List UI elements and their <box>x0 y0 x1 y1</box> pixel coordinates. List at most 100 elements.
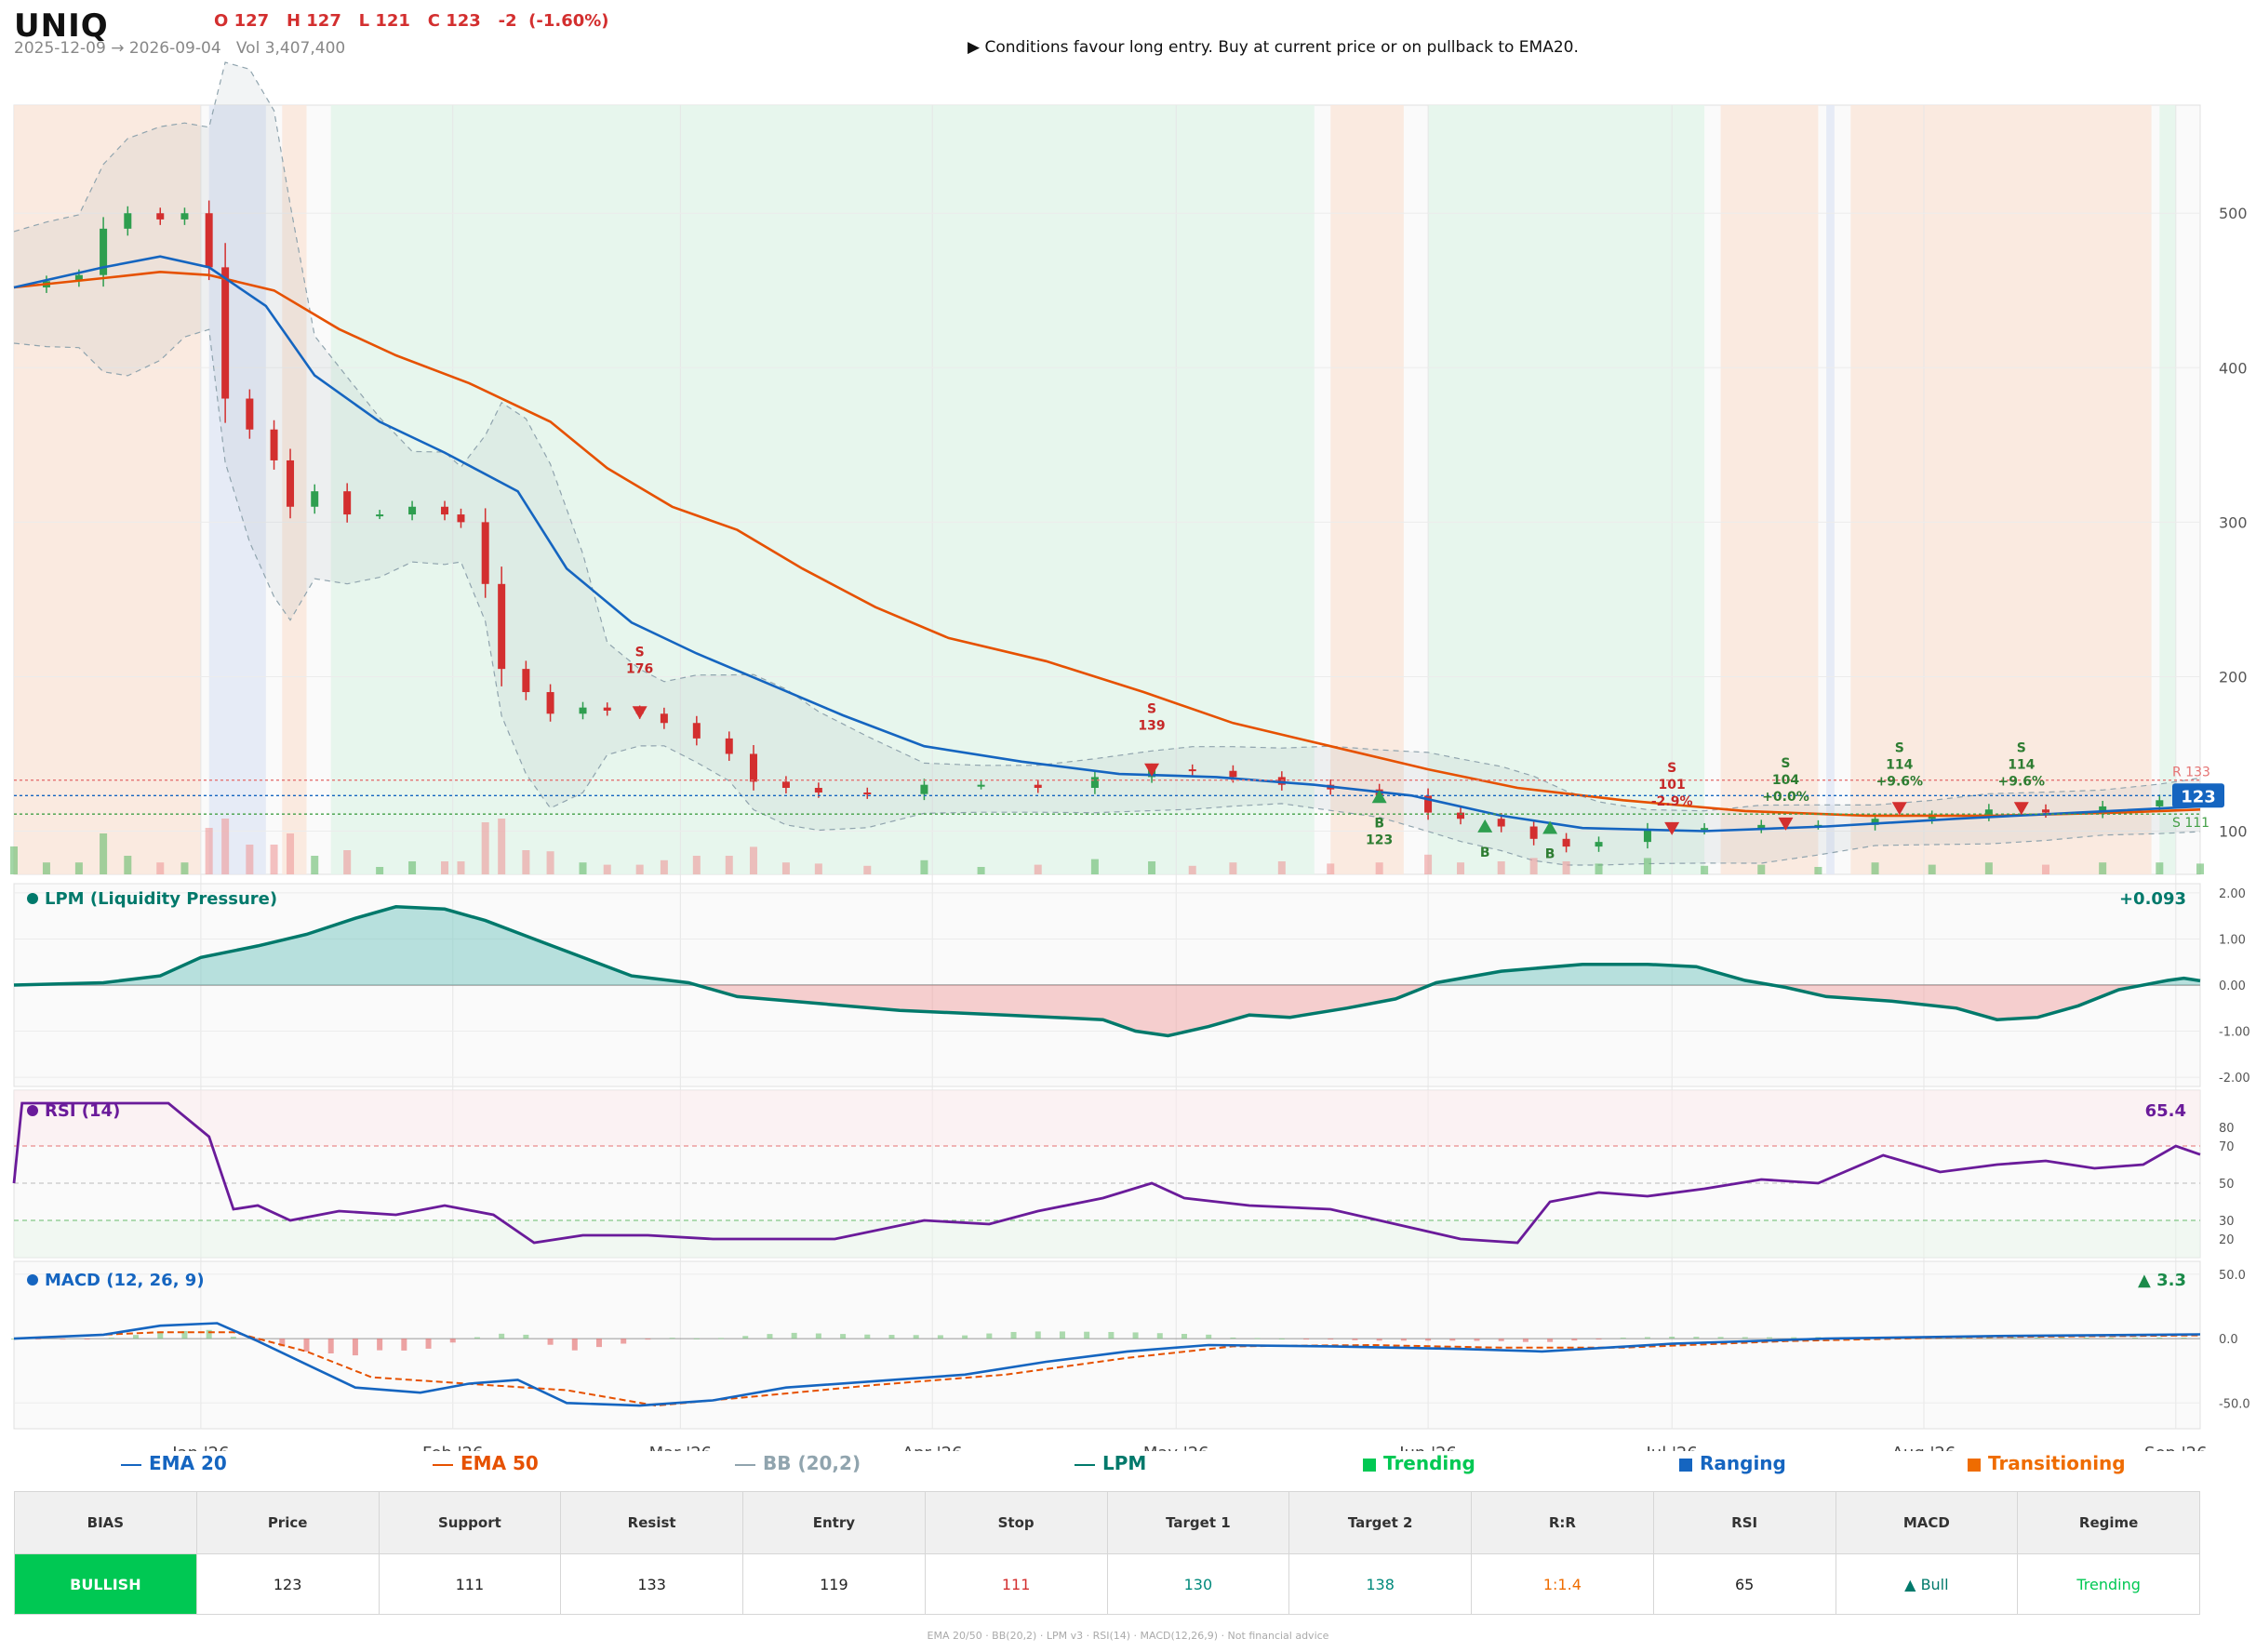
macd-histogram-bar <box>2132 1337 2139 1339</box>
signal-pct-label: +0.0% <box>1762 790 1809 805</box>
bollinger-upper-line <box>13 61 2201 812</box>
volume-bar <box>156 862 165 874</box>
macd-histogram-bar <box>1181 1334 1187 1339</box>
macd-histogram-bar <box>1791 1337 1797 1339</box>
volume-bar <box>1424 854 1433 874</box>
macd-histogram-bar <box>2107 1337 2114 1339</box>
macd-histogram-bar <box>1547 1339 1554 1342</box>
volume-bar <box>180 862 189 874</box>
macd-y-tick-label: 50.0 <box>2219 1269 2246 1283</box>
rsi-last-value: 65.4 <box>2145 1101 2186 1121</box>
signal-price-label: 104 <box>1772 773 1799 788</box>
signal-price-label: 101 <box>1659 778 1686 793</box>
x-tick-label: Aug '26 <box>1892 1444 1956 1451</box>
macd-histogram-bar <box>1352 1339 1358 1340</box>
rsi-overbought-zone <box>14 1090 2200 1146</box>
volume-bar <box>1327 863 1335 874</box>
volume-bar <box>1497 861 1505 874</box>
table-value-r-r: 1:1.4 <box>1471 1553 1654 1615</box>
candle-body <box>1984 809 1993 816</box>
volume-bar <box>311 856 319 874</box>
candle-body <box>74 274 83 282</box>
candle-body <box>2042 809 2050 813</box>
volume-bar <box>2099 862 2107 874</box>
footer-note: EMA 20/50 · BB(20,2) · LPM v3 · RSI(14) … <box>927 1630 1329 1642</box>
candle-body <box>1595 842 1603 847</box>
macd-histogram-bar <box>742 1336 749 1339</box>
signal-pct-label: -2.9% <box>1651 794 1693 809</box>
ema50-line <box>13 270 2201 818</box>
macd-histogram-bar <box>1620 1338 1626 1339</box>
macd-histogram-bar <box>913 1335 919 1339</box>
candle-body <box>1757 824 1766 829</box>
candle-body <box>498 583 506 670</box>
macd-title: MACD (12, 26, 9) <box>45 1271 205 1290</box>
volume-bar <box>603 864 611 874</box>
level-label-R: R 133 <box>2172 766 2210 780</box>
signal-pct-label: +9.6% <box>1998 774 2046 789</box>
table-header-stop: Stop <box>924 1491 1108 1554</box>
sell-signal-marker <box>1144 763 1160 777</box>
x-tick-label: Jul '26 <box>1646 1444 1698 1451</box>
volume-bar <box>481 822 489 874</box>
legend-label: Trending <box>1383 1452 1475 1474</box>
table-header-regime: Regime <box>2017 1491 2200 1554</box>
candle-body <box>522 669 530 693</box>
macd-histogram-bar <box>2010 1338 2017 1339</box>
table-header-resist: Resist <box>560 1491 743 1554</box>
signal-price-label: 123 <box>1366 833 1393 847</box>
macd-histogram-bar <box>1449 1339 1456 1341</box>
volume-bar <box>457 861 465 874</box>
sell-signal-marker <box>1891 802 1907 816</box>
signal-price-label: 114 <box>2008 757 2035 772</box>
macd-histogram-bar <box>2156 1337 2163 1339</box>
candle-body <box>180 213 189 220</box>
x-tick-label: Sep '26 <box>2144 1444 2208 1451</box>
legend-item-lpm: LPM <box>1075 1452 1146 1474</box>
candle-body <box>1229 770 1237 778</box>
rsi-title-dot <box>27 1105 38 1116</box>
candle-body <box>457 514 465 523</box>
volume-bar <box>781 862 790 874</box>
volume-bar <box>1229 862 1237 874</box>
macd-histogram-bar <box>1010 1331 1017 1339</box>
volume-bar <box>221 819 230 874</box>
chart-legend: EMA 20 EMA 50 BB (20,2) LPM Trending Ranging T… <box>0 1446 2256 1480</box>
legend-swatch <box>433 1463 453 1466</box>
volume-bar <box>1090 859 1099 874</box>
volume-bar <box>635 864 644 874</box>
macd-histogram-bar <box>1474 1339 1480 1341</box>
legend-item-ema-20: EMA 20 <box>121 1452 227 1474</box>
ema20-line <box>13 255 2201 833</box>
macd-histogram-bar <box>962 1335 968 1339</box>
macd-histogram-bar <box>1132 1332 1139 1339</box>
candle-body <box>1928 815 1936 819</box>
table-value-bias: BULLISH <box>14 1553 197 1615</box>
macd-histogram-bar <box>1742 1337 1748 1339</box>
macd-histogram-bar <box>1156 1333 1163 1339</box>
macd-histogram-bar <box>425 1339 432 1349</box>
regime-band-trending <box>330 105 1315 874</box>
table-value-stop: 111 <box>924 1553 1108 1615</box>
table-header-macd: MACD <box>1835 1491 2019 1554</box>
regime-band-ranging <box>208 105 266 874</box>
candle-body <box>1529 826 1538 839</box>
volume-bar <box>522 850 530 874</box>
candle-body <box>376 514 384 517</box>
macd-histogram-bar <box>1035 1331 1041 1339</box>
rsi-oversold-zone <box>14 1220 2200 1258</box>
volume-bar <box>814 863 822 874</box>
volume-bar <box>1457 862 1465 874</box>
volume-bar <box>42 862 50 874</box>
table-header-rsi: RSI <box>1652 1491 1836 1554</box>
volume-bar <box>1375 862 1383 874</box>
candle-body <box>441 506 449 515</box>
macd-histogram-bar <box>1084 1331 1090 1339</box>
table-value-support: 111 <box>378 1553 562 1615</box>
legend-item-bb-20-2: BB (20,2) <box>735 1452 861 1474</box>
volume-bar <box>441 861 449 874</box>
macd-histogram-bar <box>1669 1337 1675 1339</box>
macd-histogram-bar <box>986 1333 993 1339</box>
macd-histogram-bar <box>937 1335 943 1339</box>
